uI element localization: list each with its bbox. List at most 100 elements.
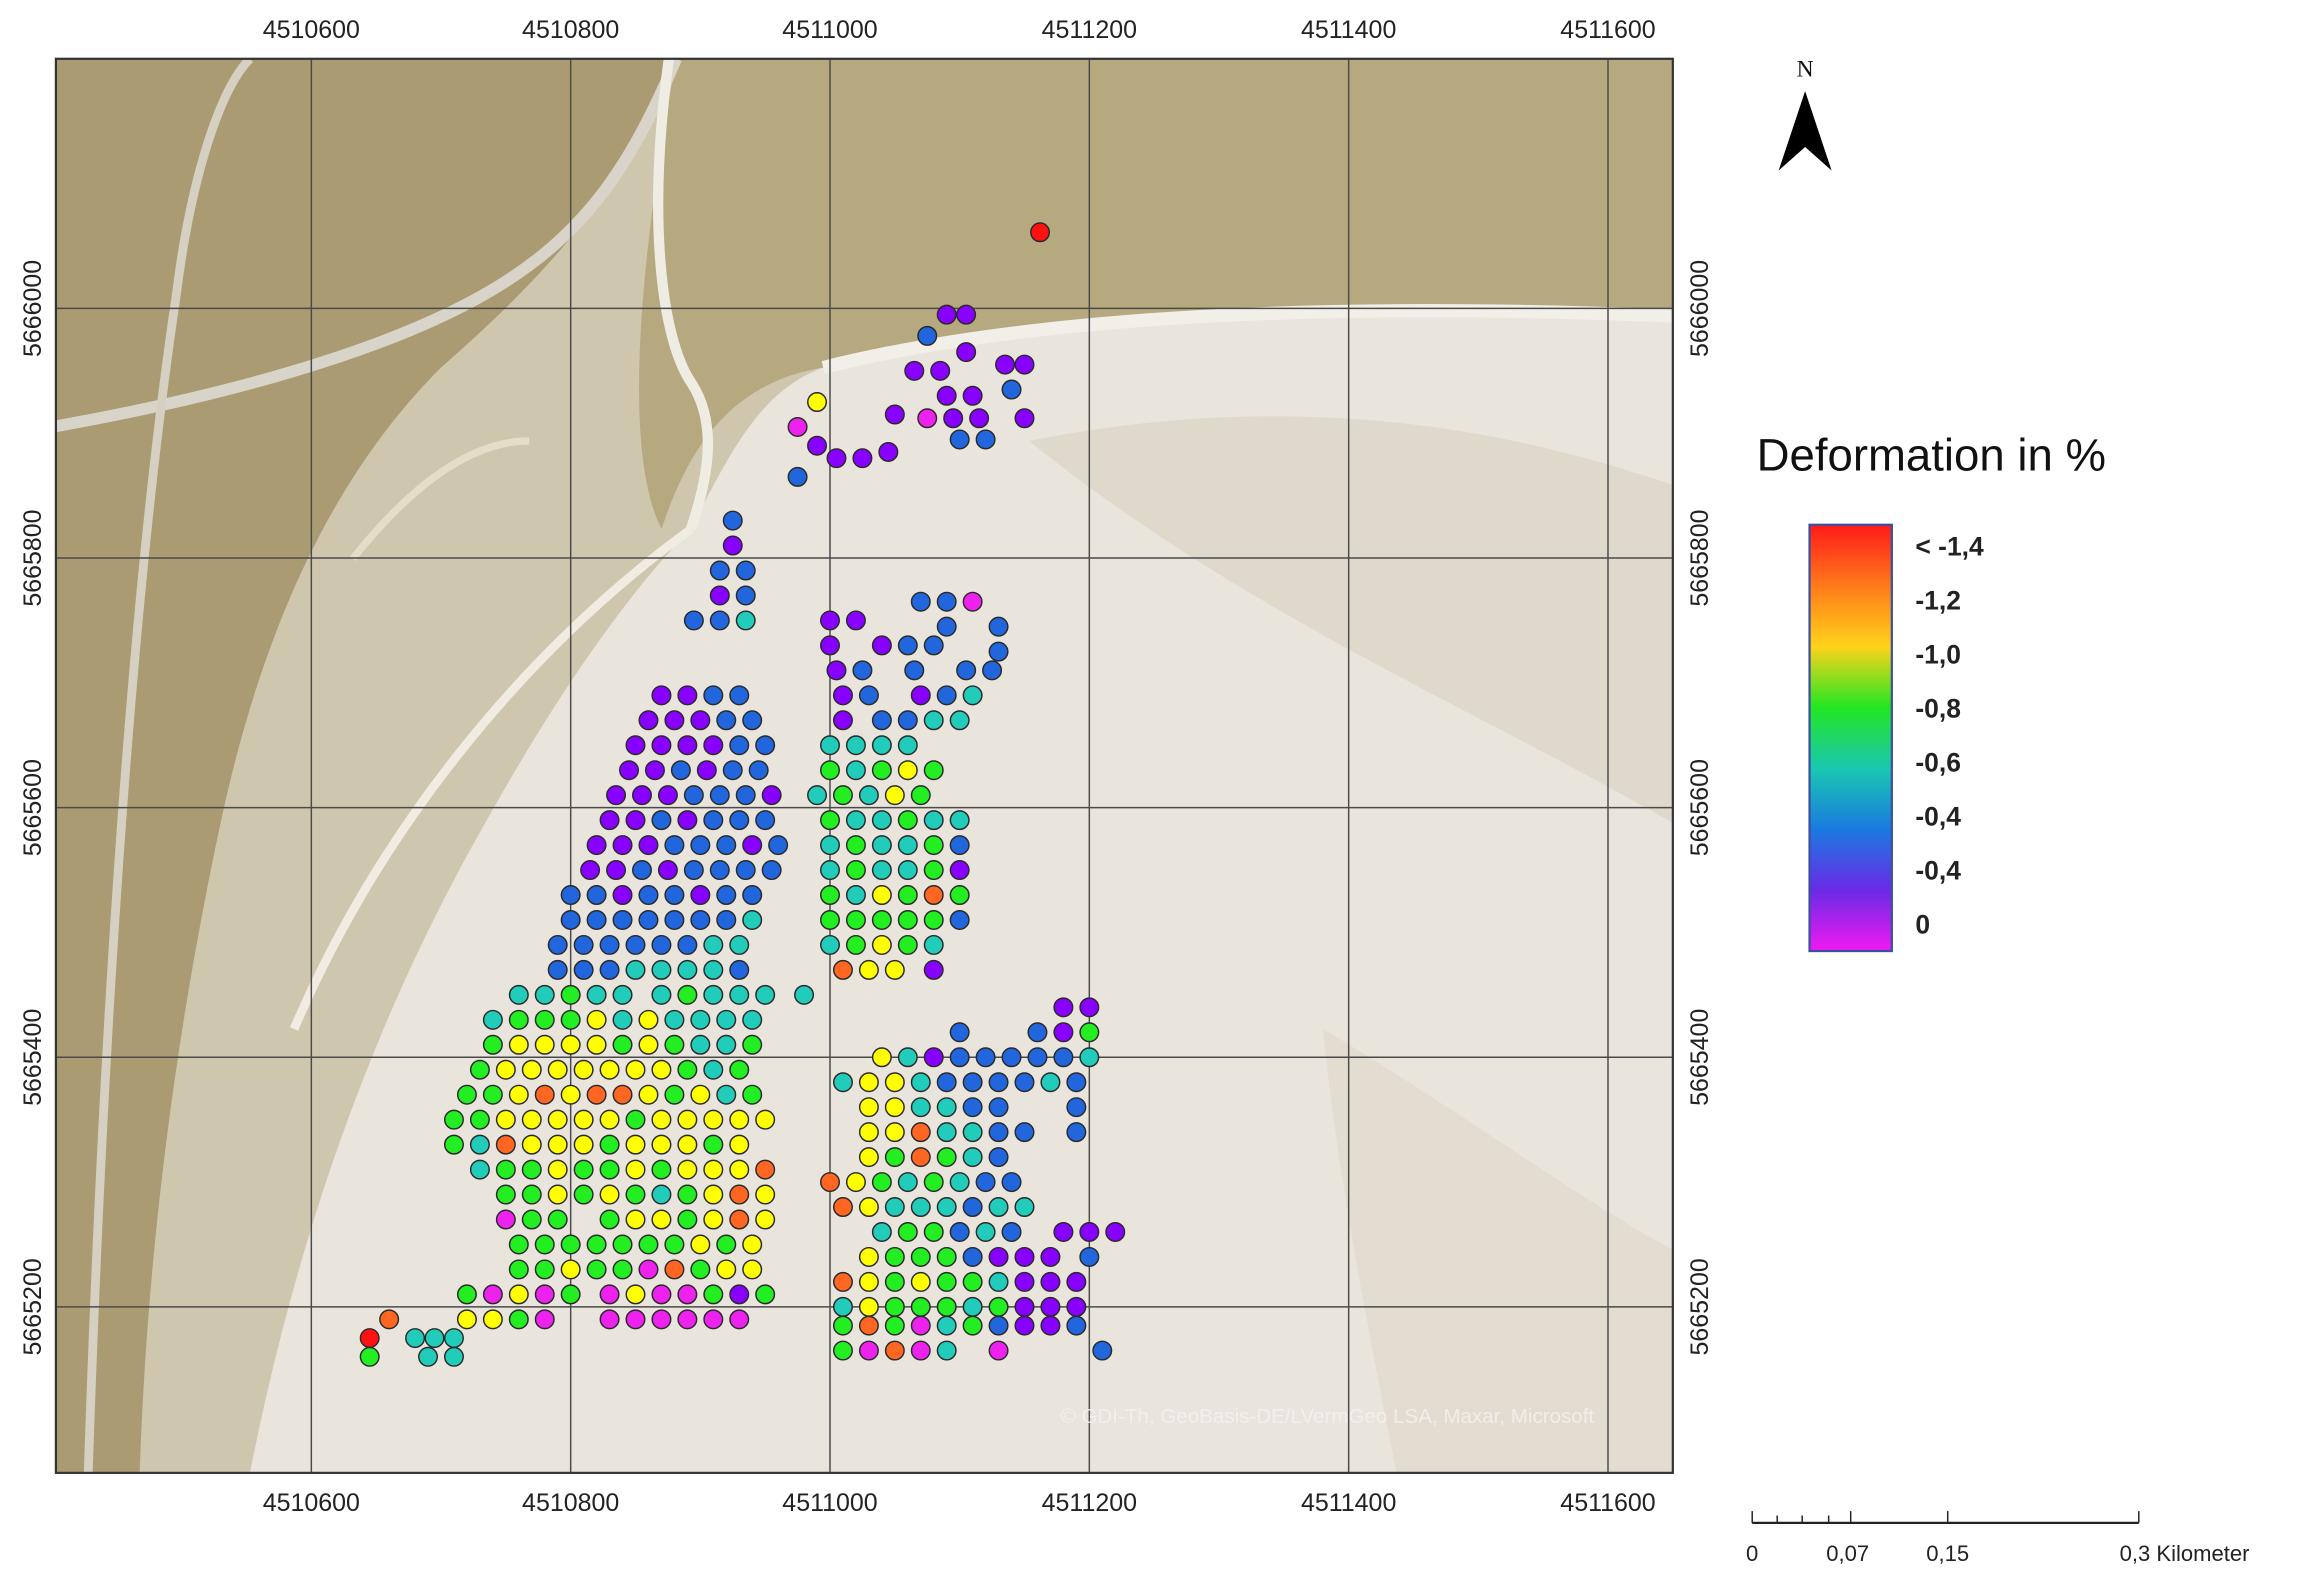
point [735,610,756,631]
point [982,660,1003,681]
legend-label: 0 [1915,909,1930,939]
point [651,959,672,980]
point [612,1084,633,1105]
point [560,1009,581,1030]
y-tick-label: 5665400 [19,1009,47,1106]
point [690,885,711,906]
point [586,835,607,856]
y-tick-label: 5665200 [19,1258,47,1355]
point [742,1234,763,1255]
point [716,1034,737,1055]
point [910,1097,931,1118]
point [787,416,808,437]
point [482,1009,503,1030]
point [729,1184,750,1205]
point [716,835,737,856]
point [1066,1315,1087,1336]
point [897,934,918,955]
point [586,1234,607,1255]
point [884,1122,905,1143]
point [910,1072,931,1093]
point [677,1284,698,1305]
point [949,429,970,450]
point [826,448,847,469]
point [631,860,652,881]
point [677,1109,698,1130]
point [599,810,620,831]
point [1027,1047,1048,1068]
x-tick-label: 4511400 [1301,16,1396,44]
x-tick-label: 4511400 [1301,1489,1396,1517]
point [664,835,685,856]
point [1001,1172,1022,1193]
point [969,408,990,429]
point [949,1172,970,1193]
point [690,710,711,731]
point [1053,1047,1074,1068]
point [845,934,866,955]
point [573,934,594,955]
point [923,885,944,906]
point [651,1134,672,1155]
y-tick-label: 5665800 [19,509,47,606]
point [936,1147,957,1168]
point [871,934,892,955]
point [1001,379,1022,400]
point [871,1047,892,1068]
point [729,685,750,706]
point [871,885,892,906]
point [599,1209,620,1230]
point [897,1221,918,1242]
point [755,1209,776,1230]
point [495,1109,516,1130]
point [962,591,983,612]
point [923,760,944,781]
point [469,1109,490,1130]
point [664,909,685,930]
point [716,710,737,731]
point [560,984,581,1005]
point [962,1296,983,1317]
point [664,1084,685,1105]
point [716,885,737,906]
point [482,1034,503,1055]
point [709,610,730,631]
point [729,735,750,756]
point [910,1246,931,1267]
point [1066,1072,1087,1093]
point [962,1315,983,1336]
point [832,1340,853,1361]
point [820,760,840,781]
point [508,1034,529,1055]
legend-label: < -1,4 [1915,532,1984,562]
point [820,909,840,930]
point [586,1259,607,1280]
point [1027,1022,1048,1043]
y-tick-label: 5665600 [19,759,47,856]
point [729,1209,750,1230]
point [677,959,698,980]
point [755,1109,776,1130]
point [884,785,905,806]
point [1053,1022,1074,1043]
point [657,860,678,881]
point [586,909,607,930]
point [651,685,672,706]
y-tick-label: 5665400 [1686,1009,1714,1106]
point [729,959,750,980]
point [832,1315,853,1336]
north-label: N [1797,56,1814,82]
point [606,785,627,806]
point [521,1134,542,1155]
point [456,1309,477,1330]
point [560,1234,581,1255]
point [521,1059,542,1080]
point [664,1234,685,1255]
point [677,984,698,1005]
point [573,1184,594,1205]
point [936,1246,957,1267]
point [612,835,633,856]
point [962,1097,983,1118]
point [443,1134,464,1155]
point [910,591,931,612]
